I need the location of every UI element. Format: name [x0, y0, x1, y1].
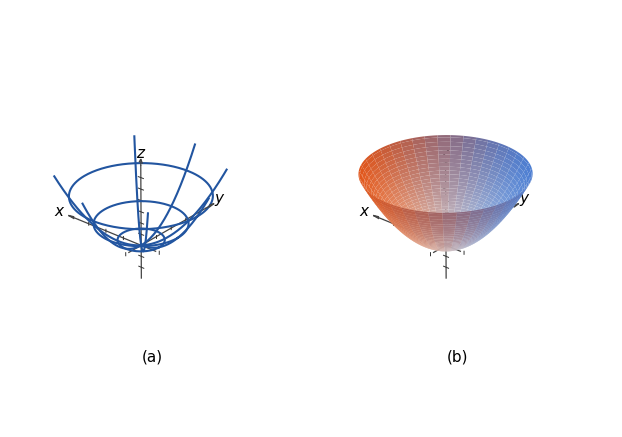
Text: (b): (b) — [447, 350, 468, 364]
Text: (a): (a) — [142, 350, 163, 364]
